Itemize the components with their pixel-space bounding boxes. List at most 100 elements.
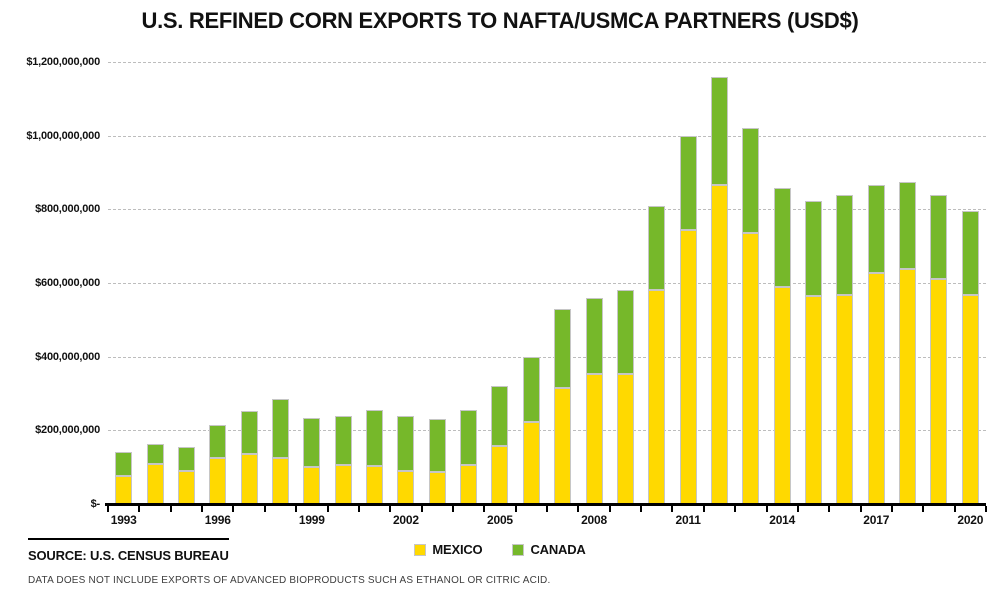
x-axis-tick <box>451 506 454 512</box>
x-axis-tick <box>796 506 799 512</box>
x-axis-tick <box>890 506 893 512</box>
bar-segment-canada-2004 <box>460 409 478 465</box>
x-axis-label-1993: 1993 <box>110 513 137 527</box>
x-axis-tick <box>922 506 925 512</box>
legend-item-mexico: MEXICO <box>414 542 483 557</box>
bar-segment-mexico-2014 <box>773 287 791 504</box>
x-axis-tick <box>232 506 235 512</box>
bar-segment-mexico-1996 <box>209 457 227 504</box>
x-axis-tick <box>389 506 392 512</box>
x-axis <box>105 503 986 506</box>
bar-segment-canada-2018 <box>899 181 917 269</box>
bar-segment-canada-1997 <box>240 410 258 454</box>
x-axis-label-1996: 1996 <box>204 513 231 527</box>
bar-segment-mexico-2016 <box>836 294 854 504</box>
x-axis-tick <box>702 506 705 512</box>
bar-segment-canada-2020 <box>961 211 979 296</box>
bar-segment-canada-1995 <box>177 447 195 471</box>
gridline-400m <box>108 356 986 358</box>
bar-segment-mexico-2013 <box>742 233 760 504</box>
bar-segment-mexico-2008 <box>585 373 603 504</box>
x-axis-tick <box>326 506 329 512</box>
x-axis-tick <box>953 506 956 512</box>
bar-segment-canada-2001 <box>366 410 384 467</box>
source-label: SOURCE: U.S. CENSUS BUREAU <box>28 548 229 563</box>
x-axis-tick <box>357 506 360 512</box>
bar-segment-canada-2013 <box>742 128 760 234</box>
x-axis-tick <box>483 506 486 512</box>
y-axis-label: $200,000,000 <box>35 424 100 437</box>
legend-swatch-mexico <box>414 543 427 556</box>
x-axis-tick <box>169 506 172 512</box>
legend-item-canada: CANADA <box>512 542 586 557</box>
x-axis-tick <box>859 506 862 512</box>
x-axis-tick <box>546 506 548 512</box>
bar-segment-mexico-1993 <box>115 475 133 504</box>
bar-segment-mexico-1994 <box>146 464 164 504</box>
legend-label: MEXICO <box>432 542 483 557</box>
x-axis-tick <box>640 506 643 512</box>
legend: MEXICO CANADA <box>0 542 1000 557</box>
x-axis-tick <box>107 506 109 512</box>
bar-segment-canada-2014 <box>773 187 791 288</box>
bar-segment-canada-2019 <box>930 195 948 279</box>
x-axis-tick <box>734 506 737 512</box>
bar-segment-canada-2016 <box>836 194 854 295</box>
bar-segment-canada-1998 <box>271 399 289 458</box>
gridline-200m <box>108 430 986 432</box>
bar-segment-canada-2010 <box>648 205 666 290</box>
x-axis-label-2002: 2002 <box>392 513 419 527</box>
bar-segment-mexico-2004 <box>460 464 478 504</box>
bar-segment-canada-2003 <box>428 418 446 473</box>
x-axis-tick <box>828 506 831 512</box>
x-axis-tick <box>420 506 423 512</box>
bar-segment-mexico-1997 <box>240 453 258 504</box>
x-axis-tick <box>671 506 674 512</box>
y-axis-label: $600,000,000 <box>35 277 100 289</box>
bar-segment-mexico-2010 <box>648 289 666 504</box>
bar-segment-mexico-2018 <box>899 269 917 504</box>
y-axis-label: $1,200,000,000 <box>26 56 100 68</box>
bar-segment-mexico-2011 <box>679 229 697 504</box>
legend-swatch-canada <box>512 543 525 556</box>
gridline-1000m <box>108 135 986 137</box>
bar-segment-mexico-1999 <box>303 466 321 504</box>
bar-segment-canada-2007 <box>554 309 572 389</box>
bar-segment-mexico-2020 <box>961 295 979 504</box>
x-axis-label-2008: 2008 <box>581 513 607 527</box>
bar-segment-mexico-2019 <box>930 278 948 504</box>
legend-label: CANADA <box>530 542 586 557</box>
chart-title: U.S. REFINED CORN EXPORTS TO NAFTA/USMCA… <box>141 8 859 33</box>
x-axis-label-2005: 2005 <box>487 513 513 527</box>
bar-segment-canada-1994 <box>146 444 164 465</box>
bar-segment-canada-1996 <box>209 425 227 458</box>
bar-segment-canada-2005 <box>491 385 509 446</box>
y-axis-label: $800,000,000 <box>35 203 100 216</box>
x-axis-label-1999: 1999 <box>298 513 325 527</box>
bar-segment-canada-2000 <box>334 415 352 465</box>
bar-segment-mexico-2017 <box>867 273 885 504</box>
bar-segment-mexico-1995 <box>177 470 195 504</box>
x-axis-tick <box>765 506 768 512</box>
x-axis-tick <box>577 506 580 512</box>
bar-segment-mexico-2006 <box>522 421 540 504</box>
bar-segment-mexico-2005 <box>491 445 509 504</box>
bar-segment-canada-1999 <box>303 418 321 467</box>
x-axis-label-2017: 2017 <box>863 513 890 527</box>
x-axis-tick <box>514 506 517 512</box>
x-axis-tick <box>295 506 298 512</box>
bar-segment-mexico-1998 <box>271 457 289 504</box>
y-axis-label: $1,000,000,000 <box>26 129 100 142</box>
footnote: DATA DOES NOT INCLUDE EXPORTS OF ADVANCE… <box>28 575 551 586</box>
bar-segment-canada-2008 <box>585 298 603 374</box>
bar-segment-mexico-2012 <box>710 185 728 504</box>
bar-segment-mexico-2002 <box>397 471 415 504</box>
bar-segment-canada-2006 <box>522 357 540 422</box>
y-axis-label: $- <box>90 498 101 510</box>
bar-segment-canada-2002 <box>397 415 415 472</box>
bar-segment-canada-2011 <box>679 135 697 230</box>
x-axis-label-2020: 2020 <box>957 513 984 527</box>
bar-segment-mexico-2015 <box>805 295 823 504</box>
